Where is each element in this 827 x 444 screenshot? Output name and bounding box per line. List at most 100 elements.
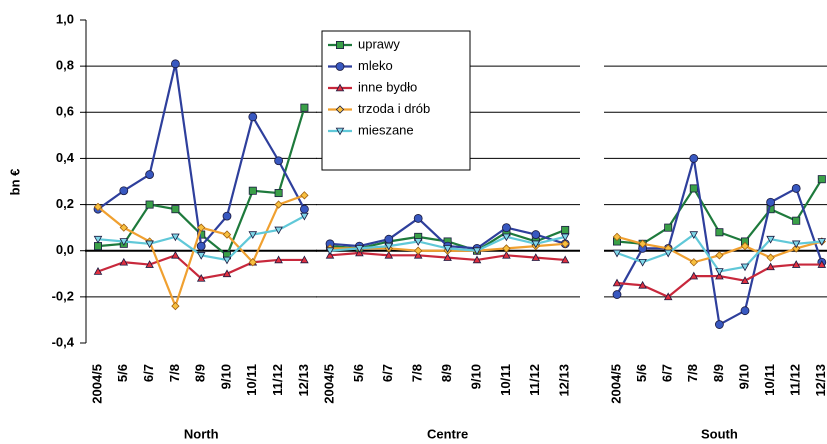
point — [300, 255, 309, 264]
point — [689, 231, 699, 239]
point — [502, 233, 511, 242]
point — [740, 263, 750, 272]
point — [531, 230, 541, 239]
point — [196, 252, 206, 260]
point — [792, 244, 801, 253]
point — [612, 249, 622, 258]
point — [715, 320, 724, 329]
point — [222, 230, 232, 239]
point — [248, 186, 257, 195]
point — [664, 223, 673, 232]
point — [274, 200, 283, 209]
point — [171, 233, 180, 242]
series — [93, 59, 309, 251]
x-tick-label: 10/11 — [244, 364, 259, 396]
x-tick-label: 11/12 — [270, 364, 285, 396]
point — [561, 225, 570, 234]
point — [663, 292, 673, 301]
legend-box — [321, 30, 471, 171]
x-tick-label: 5/6 — [115, 364, 130, 382]
legend-label: inne bydło — [358, 79, 417, 94]
point — [531, 253, 541, 261]
point — [612, 290, 622, 299]
series — [93, 212, 309, 265]
point — [766, 262, 775, 271]
x-tick-label: 9/10 — [736, 364, 751, 389]
point — [145, 170, 155, 179]
point — [502, 250, 511, 259]
point — [196, 273, 206, 282]
point — [443, 253, 452, 261]
point — [715, 268, 724, 276]
x-tick-label: 6/7 — [660, 364, 675, 382]
point — [222, 256, 232, 265]
x-tick-label: 8/9 — [711, 364, 726, 382]
panel-title: Centre — [427, 426, 468, 441]
point — [560, 255, 570, 264]
x-tick-label: 12/13 — [296, 364, 311, 397]
y-axis-label: bn € — [7, 169, 22, 196]
panel-title: North — [184, 426, 219, 441]
series — [612, 260, 827, 301]
point — [414, 246, 423, 255]
point — [93, 267, 103, 275]
y-tick-label: 0,8 — [56, 58, 74, 73]
point — [413, 250, 423, 259]
point — [300, 103, 309, 112]
point — [612, 232, 622, 242]
x-tick-label: 5/6 — [634, 364, 649, 382]
series — [612, 231, 827, 276]
point — [299, 204, 309, 214]
point — [472, 247, 482, 256]
x-tick-label: 12/13 — [813, 364, 827, 397]
point — [740, 276, 750, 284]
point — [560, 233, 570, 242]
point — [443, 245, 452, 253]
legend-label: uprawy — [358, 36, 400, 51]
point — [196, 241, 206, 251]
y-tick-label: -0,2 — [52, 288, 74, 303]
point — [248, 112, 258, 122]
point — [300, 212, 309, 221]
legend-marker — [335, 127, 345, 136]
point — [817, 260, 827, 268]
x-tick-label: 6/7 — [141, 364, 156, 382]
legend-marker — [335, 105, 345, 114]
point — [792, 216, 801, 225]
legend-marker — [335, 62, 345, 71]
point — [766, 235, 775, 244]
series — [325, 233, 570, 256]
point — [612, 278, 622, 287]
point — [119, 186, 129, 196]
point — [501, 223, 511, 233]
y-tick-label: 0,0 — [56, 242, 74, 257]
point — [663, 249, 673, 258]
x-tick-label: 5/6 — [351, 364, 366, 382]
legend-label: trzoda i drób — [358, 101, 430, 116]
x-tick-label: 2004/5 — [608, 364, 623, 404]
point — [472, 255, 482, 264]
x-tick-label: 10/11 — [498, 364, 513, 396]
point — [248, 258, 257, 267]
x-tick-label: 11/12 — [527, 364, 542, 396]
point — [248, 231, 258, 239]
point — [766, 197, 775, 207]
point — [817, 238, 827, 246]
point — [689, 184, 698, 193]
point — [300, 191, 309, 200]
point — [325, 247, 335, 256]
point — [689, 154, 699, 163]
point — [274, 226, 283, 235]
series — [94, 103, 309, 260]
point — [413, 238, 423, 246]
point — [740, 241, 750, 251]
point — [119, 223, 128, 232]
point — [384, 250, 394, 259]
point — [171, 301, 180, 311]
point — [791, 184, 801, 193]
point — [638, 280, 647, 289]
point — [222, 269, 232, 278]
point — [171, 250, 180, 259]
point — [715, 251, 724, 260]
